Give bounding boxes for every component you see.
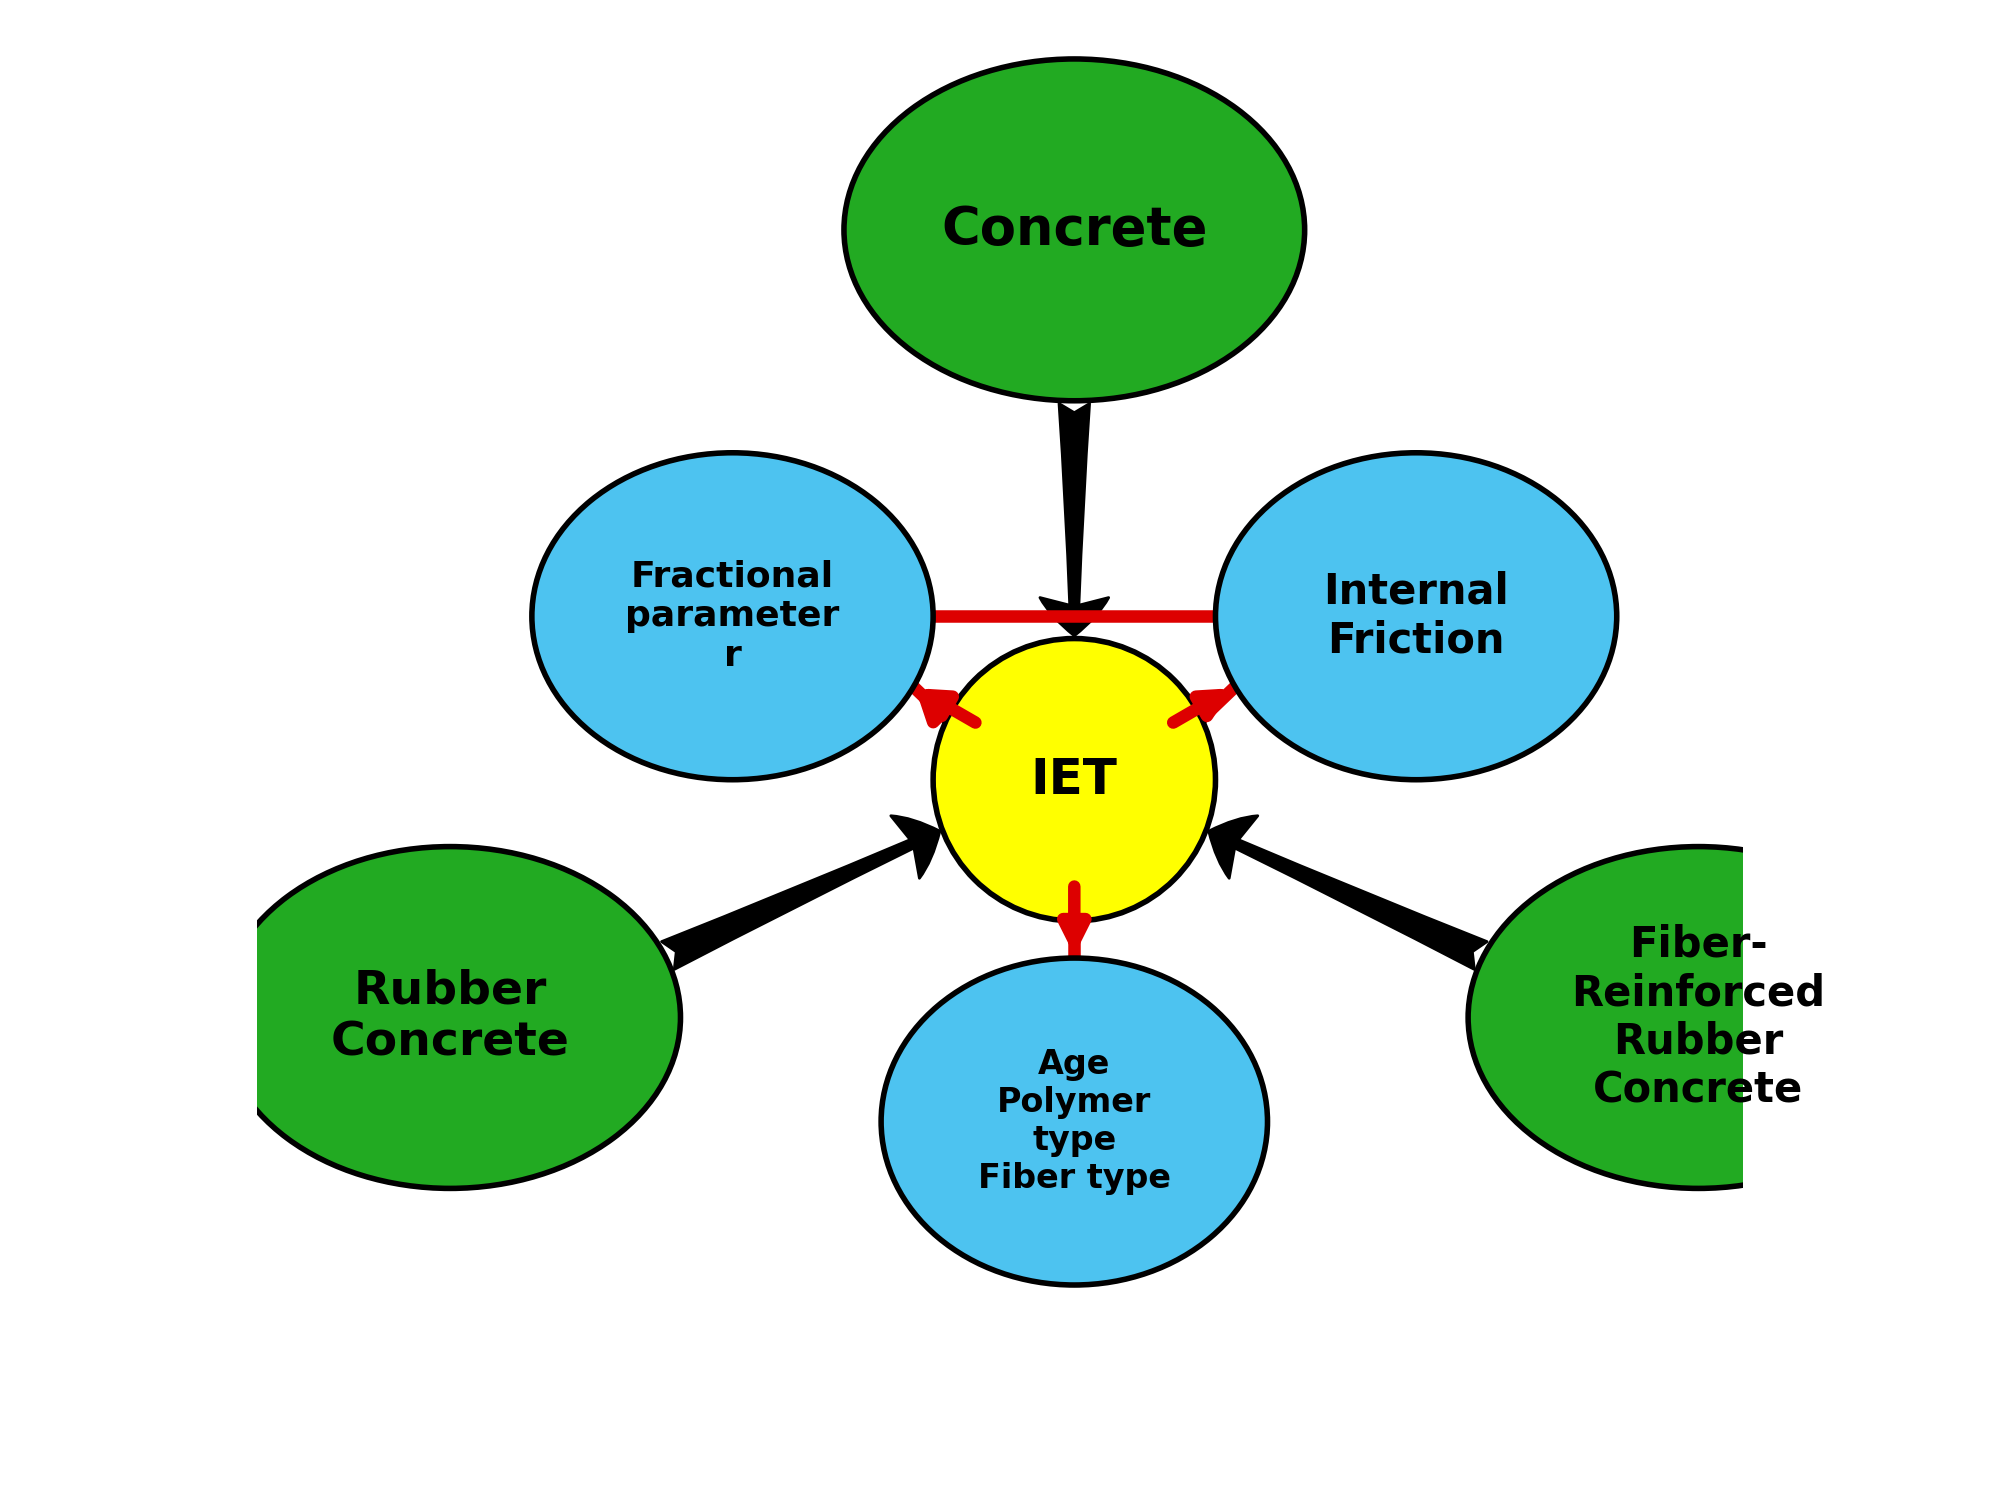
Text: Fractional
parameter
r: Fractional parameter r xyxy=(626,560,840,672)
Text: Rubber
Concrete: Rubber Concrete xyxy=(330,969,570,1066)
Ellipse shape xyxy=(844,58,1304,400)
Text: Age
Polymer
type
Fiber type: Age Polymer type Fiber type xyxy=(978,1047,1170,1196)
Ellipse shape xyxy=(882,958,1268,1286)
Ellipse shape xyxy=(532,453,934,780)
Text: IET: IET xyxy=(1030,756,1118,804)
Text: Fiber-
Reinforced
Rubber
Concrete: Fiber- Reinforced Rubber Concrete xyxy=(1572,924,1826,1112)
Ellipse shape xyxy=(1468,846,1928,1188)
Ellipse shape xyxy=(1216,453,1616,780)
Circle shape xyxy=(934,639,1216,921)
Text: Internal
Friction: Internal Friction xyxy=(1324,572,1508,662)
Ellipse shape xyxy=(220,846,680,1188)
Text: Concrete: Concrete xyxy=(942,204,1208,257)
